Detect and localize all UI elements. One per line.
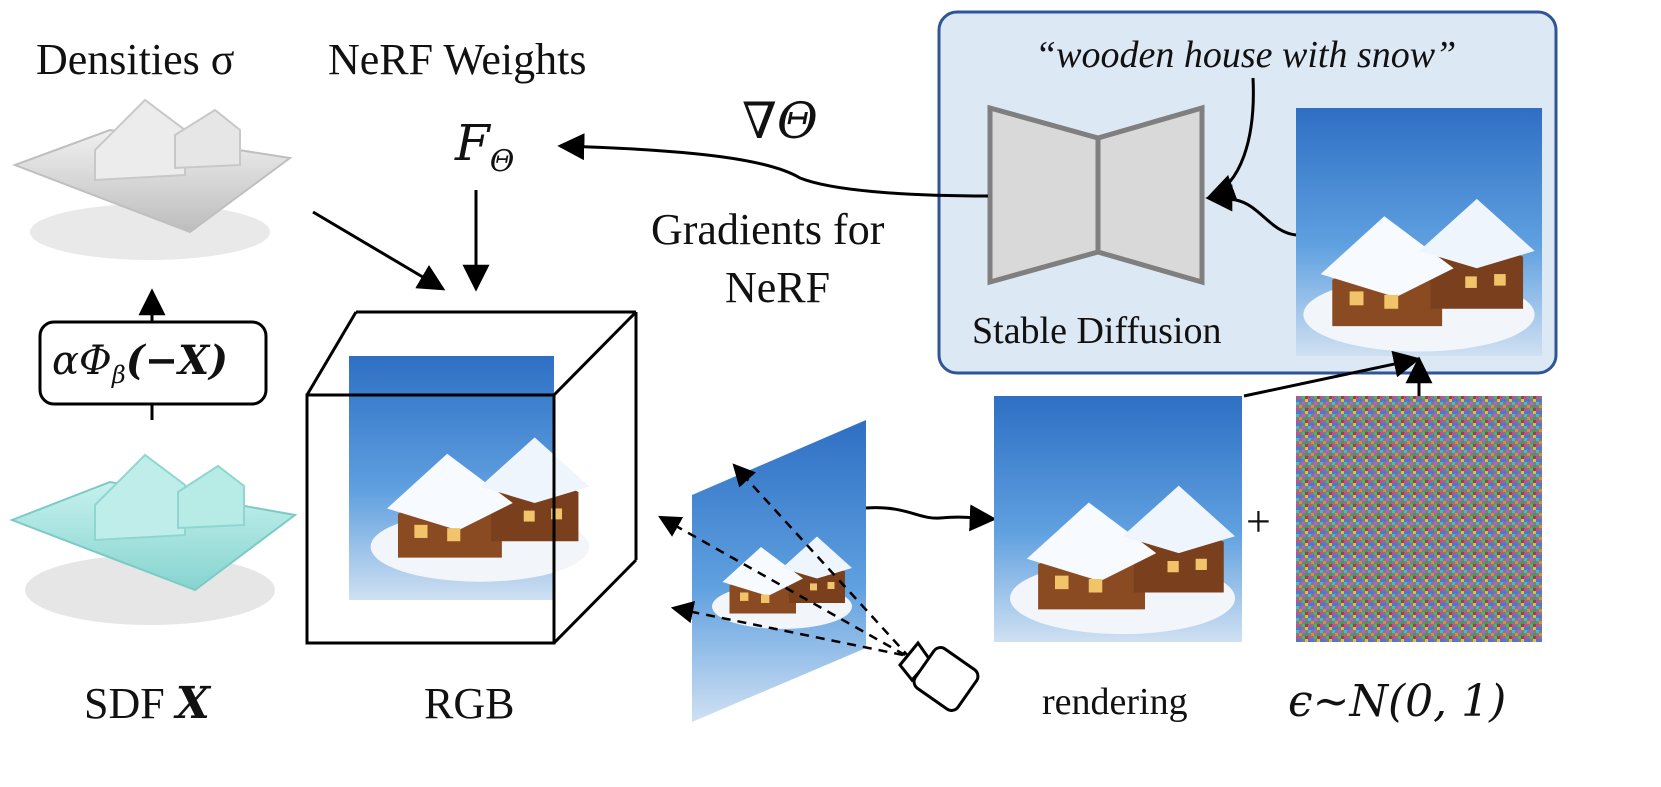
stable-diffusion-label: Stable Diffusion (972, 310, 1222, 352)
density-to-rgb-arrow (312, 210, 446, 291)
noise-image (1296, 396, 1542, 642)
gradients-label-line1: Gradients for (651, 205, 885, 254)
density-mesh (12, 98, 293, 260)
rendering-image (994, 396, 1242, 642)
sdf-mesh (9, 453, 298, 625)
gradients-label-line2: NeRF (725, 263, 831, 312)
rgb-cube (305, 310, 638, 645)
rendering-to-noisy-arrow (1243, 350, 1421, 398)
rendering-label: rendering (1042, 681, 1188, 723)
noise-distribution-label: ϵ∼N(0, 1) (1288, 676, 1507, 727)
rgb-label: RGB (424, 679, 515, 728)
grad-theta-label: ∇Θ (742, 92, 818, 150)
camera-rays (658, 463, 911, 659)
plus-sign: + (1246, 497, 1271, 546)
sdf-label: SDF X (84, 678, 210, 729)
densities-label: Densities σ (36, 35, 235, 84)
plane-to-rendering-arrow (865, 504, 997, 532)
f-theta-label: FΘ (455, 114, 515, 179)
noisy-render-image (1296, 108, 1542, 356)
gradient-arrow (557, 133, 989, 198)
nerf-weights-label: NeRF Weights (328, 35, 587, 84)
transform-box (38, 320, 268, 406)
transform-formula: αΦβ(−X) (52, 337, 229, 389)
camera-icon (898, 640, 980, 712)
unet-shape (987, 104, 1205, 286)
prompt-text: “wooden house with snow” (1035, 34, 1457, 76)
image-to-unet-arrow (1205, 184, 1297, 237)
image-plane (692, 420, 866, 722)
